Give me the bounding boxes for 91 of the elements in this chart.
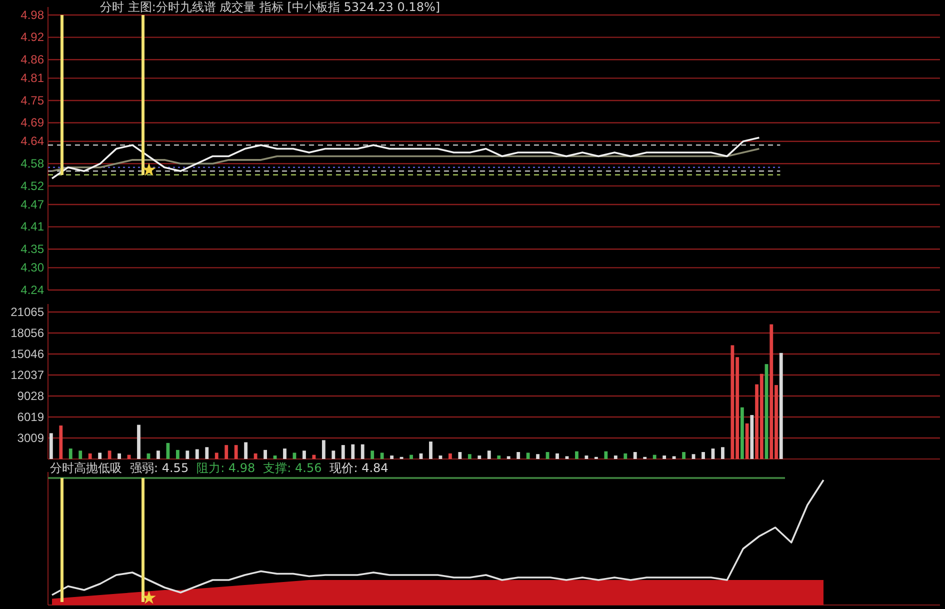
bar (390, 456, 394, 459)
bar (137, 424, 140, 459)
bar (565, 456, 569, 459)
bar (234, 445, 238, 459)
chart-title: 分时高抛低吸 (50, 461, 122, 475)
y-tick-label: 3009 (17, 430, 44, 445)
bar (360, 444, 364, 459)
bar (244, 442, 248, 459)
text: 强弱: 4.55 (130, 461, 189, 475)
bar (312, 454, 316, 459)
bar (526, 452, 530, 459)
bar (672, 456, 676, 459)
bar (750, 415, 754, 459)
bar (506, 456, 510, 459)
bar (332, 450, 336, 459)
bar (264, 450, 267, 459)
bar (108, 450, 112, 459)
bar (624, 453, 628, 459)
y-tick-label: 6019 (17, 410, 44, 424)
bar (652, 454, 656, 459)
text: 阻力: 4.98 (196, 461, 256, 475)
bar (370, 450, 374, 459)
bar (633, 452, 637, 459)
bar (98, 452, 102, 459)
line-series (51, 148, 760, 172)
bar (740, 407, 744, 459)
bar (487, 450, 491, 459)
bar (118, 453, 121, 459)
bar (516, 452, 520, 459)
bar (556, 453, 559, 459)
bar (429, 442, 432, 459)
bar (224, 445, 228, 459)
bar (478, 456, 482, 459)
y-tick-label: 4.98 (20, 8, 44, 22)
bar (410, 454, 413, 459)
y-tick-label: 12037 (10, 368, 44, 382)
y-tick-label: 9028 (17, 388, 44, 403)
bar (68, 448, 72, 459)
text: 现价: 4.84 (330, 461, 388, 475)
bar (779, 352, 783, 459)
bar (88, 453, 92, 459)
y-tick-label: 4.75 (20, 93, 44, 108)
y-tick-label: 18056 (10, 326, 44, 340)
y-tick-label: 4.64 (20, 134, 44, 148)
y-tick-label: 4.35 (20, 242, 44, 256)
bar (721, 447, 724, 459)
bar (692, 454, 696, 459)
bar (186, 450, 190, 459)
bar (536, 454, 540, 459)
y-tick-label: 15046 (10, 346, 44, 361)
y-tick-label: 4.58 (20, 156, 44, 170)
bar (292, 452, 296, 459)
bar (702, 452, 705, 459)
bar (497, 456, 501, 459)
y-tick-label: 21065 (10, 304, 44, 319)
bar (341, 445, 345, 459)
y-tick-label: 4.30 (20, 260, 44, 275)
bar (214, 452, 218, 459)
bar (380, 452, 384, 459)
bar (205, 447, 209, 459)
bar (614, 456, 618, 459)
bar (604, 451, 608, 459)
bar (302, 450, 306, 459)
bar (745, 423, 749, 459)
line-series (51, 136, 760, 180)
bar (575, 451, 578, 459)
bar (468, 454, 472, 459)
bar (176, 450, 180, 459)
bar (448, 453, 452, 459)
y-tick-label: 4.47 (20, 197, 44, 212)
y-tick-label: 4.41 (20, 220, 44, 234)
bar (156, 450, 160, 459)
y-tick-label: 4.52 (20, 178, 44, 193)
bar (458, 452, 462, 459)
bar (322, 440, 326, 459)
bar (662, 456, 666, 459)
y-tick-label: 4.69 (20, 116, 44, 130)
y-tick-label: 4.86 (20, 52, 44, 66)
bar (195, 449, 199, 459)
bar (351, 444, 355, 459)
bar (49, 433, 53, 459)
bar (254, 453, 258, 459)
y-tick-label: 4.81 (20, 71, 44, 86)
y-tick-label: 4.24 (20, 282, 44, 297)
bar (59, 426, 63, 459)
bar (283, 448, 286, 459)
bar (682, 452, 686, 459)
text: 支撑: 4.56 (263, 461, 322, 475)
y-tick-label: 4.92 (20, 30, 44, 44)
chart-title: 分时 主图:分时九线谱 成交量 指标 [中小板指 5324.23 0.18%] (100, 0, 440, 14)
bar (78, 450, 82, 459)
